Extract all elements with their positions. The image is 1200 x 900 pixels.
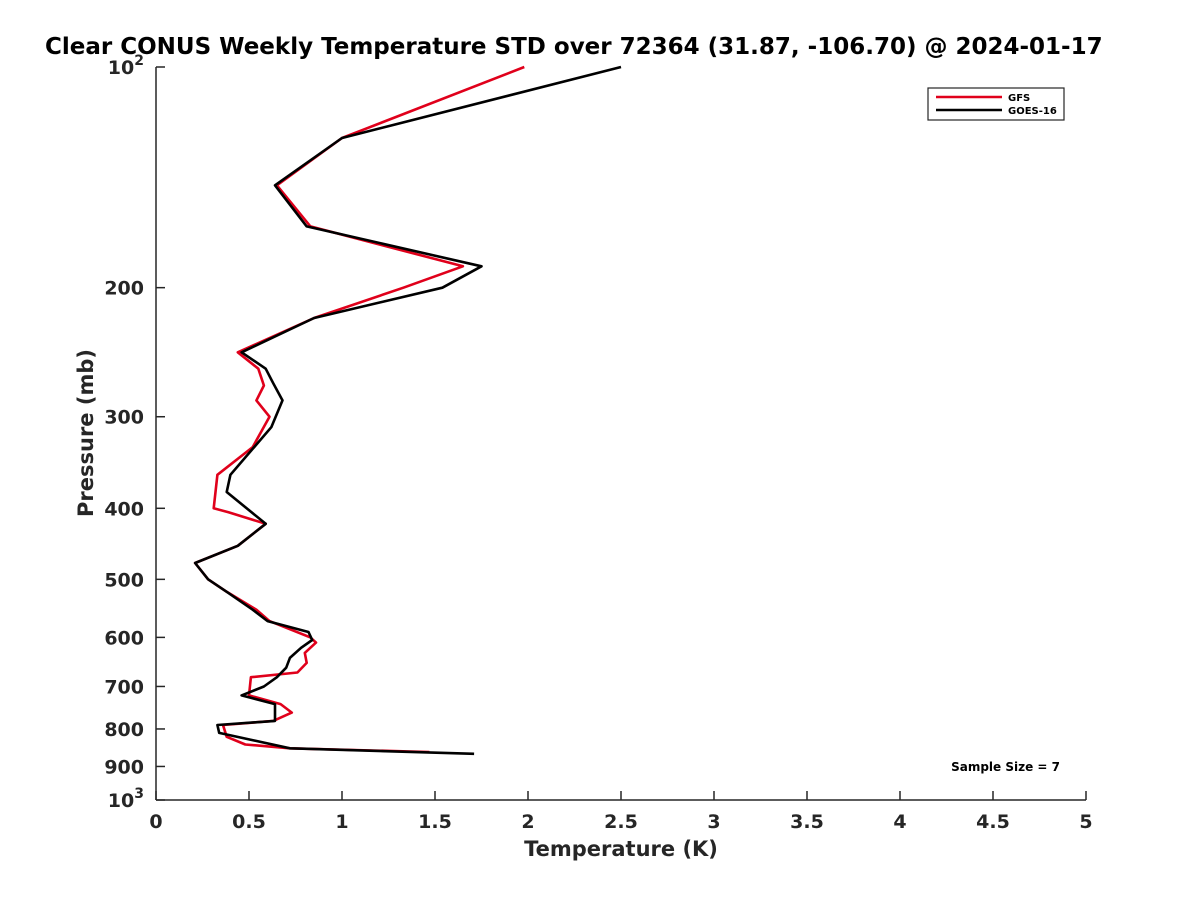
y-tick-exponent: 3 [134,786,144,802]
x-tick-label: 0 [149,811,162,833]
series-line-gfs [193,65,525,754]
x-tick-label: 2.5 [604,811,638,833]
legend: GFS GOES-16 [927,87,1065,121]
y-tick-label: 103 [108,786,144,812]
y-tick-label: 300 [104,407,144,429]
x-tick-label: 5 [1079,811,1092,833]
series-line-goes-16 [193,65,622,756]
y-tick-label: 900 [104,756,144,778]
x-tick-label: 1 [335,811,348,833]
x-tick-label: 2 [521,811,534,833]
y-tick-label: 200 [104,278,144,300]
sample-size-annotation: Sample Size = 7 [951,760,1060,774]
legend-label: GOES-16 [1008,106,1057,117]
plot-area [155,67,1086,801]
x-tick-label: 0.5 [232,811,266,833]
x-tick-label: 1.5 [418,811,452,833]
x-tick-label: 4.5 [976,811,1010,833]
y-tick-base: 10 [108,790,134,812]
legend-label: GFS [1008,93,1030,104]
chart-title: Clear CONUS Weekly Temperature STD over … [45,34,1103,60]
x-axis-label: Temperature (K) [524,837,718,861]
x-tick-label: 3.5 [790,811,824,833]
series-layer [193,65,622,756]
y-tick-label: 102 [108,53,144,79]
y-tick-base: 10 [108,57,134,79]
y-axis-label: Pressure (mb) [74,349,98,517]
x-tick-label: 3 [707,811,720,833]
y-tick-label: 700 [104,676,144,698]
x-tick-label: 4 [893,811,906,833]
x-ticks: 0 0.5 1 1.5 2 2.5 3 3.5 4 4.5 5 [149,791,1093,833]
y-tick-label: 500 [104,569,144,591]
y-tick-label: 800 [104,719,144,741]
y-tick-label: 600 [104,627,144,649]
y-tick-label: 400 [104,498,144,520]
y-tick-exponent: 2 [134,53,144,69]
legend-box [927,87,1065,121]
